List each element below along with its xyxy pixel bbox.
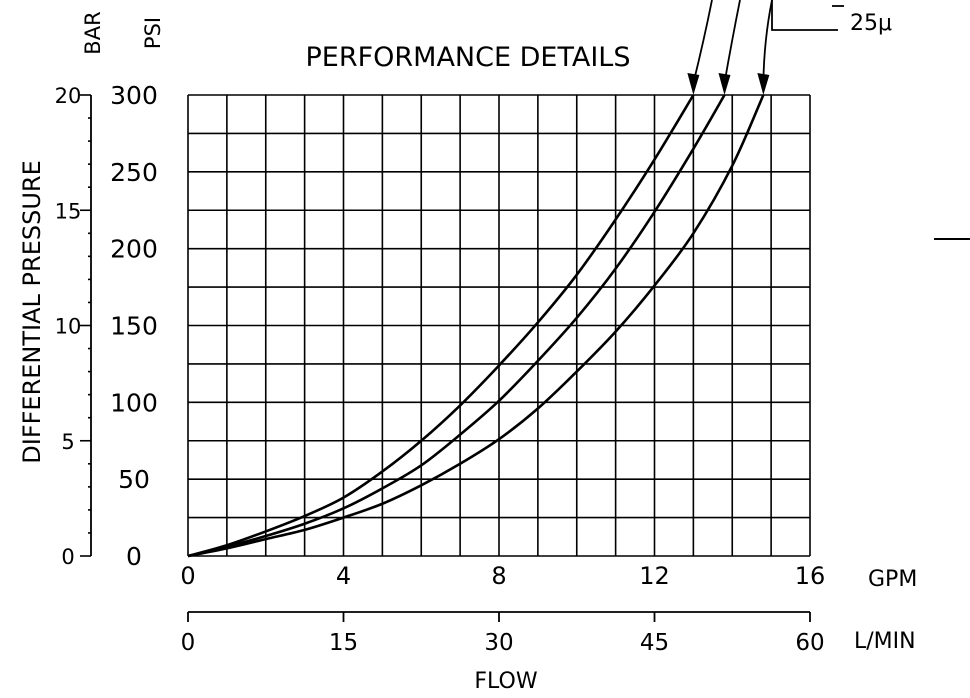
arrowhead-1 [687, 73, 700, 95]
gpm-tick-label: 16 [795, 562, 826, 590]
y-units-label: PSI [141, 17, 165, 49]
bar-tick-label: 20 [55, 84, 82, 108]
lmin-tick-label: 0 [181, 630, 196, 656]
pointer-line-1 [692, 0, 713, 84]
lmin-tick-label: 15 [329, 630, 358, 656]
psi-tick-label: 250 [110, 158, 158, 187]
psi-tick-label: 50 [118, 465, 150, 494]
pointer-line-3 [762, 0, 773, 84]
chart-title: PERFORMANCE DETAILS [306, 42, 631, 73]
gpm-tick-label: 0 [180, 562, 195, 590]
pointer-line-2 [723, 0, 741, 84]
series-line-2 [187, 94, 726, 558]
y2-units-label: BAR [81, 11, 105, 54]
curve-pointer-arrows [687, 0, 844, 95]
axes [80, 94, 811, 622]
x2-units-label: L/MIN [854, 629, 916, 654]
gpm-tick-label: 12 [639, 562, 670, 590]
psi-tick-label: 0 [126, 542, 142, 571]
psi-tick-label: 200 [110, 235, 158, 264]
performance-curves [187, 94, 765, 558]
series-line-3 [187, 94, 765, 558]
lmin-tick-label: 30 [484, 630, 513, 656]
lmin-tick-label: 60 [795, 630, 824, 656]
bar-tick-label: 10 [55, 315, 82, 339]
gpm-tick-label: 4 [336, 562, 351, 590]
arrowhead-3 [757, 73, 770, 95]
bar-tick-label: 15 [55, 199, 82, 223]
x-axis-label: FLOW [474, 669, 537, 694]
gpm-tick-label: 8 [491, 562, 506, 590]
lmin-tick-label: 45 [640, 630, 669, 656]
y-axis-label: DIFFERENTIAL PRESSURE [18, 160, 46, 463]
psi-tick-label: 300 [110, 81, 158, 110]
x-units-label: GPM [868, 567, 917, 592]
bar-tick-label: 5 [61, 430, 74, 454]
series-line-1 [187, 94, 695, 558]
plot-grid [187, 94, 811, 557]
label-leader-25u [771, 0, 838, 31]
psi-tick-label: 150 [110, 312, 158, 341]
arrowhead-2 [718, 73, 731, 95]
bar-tick-label: 0 [61, 545, 74, 569]
series-label-25u: 25μ [850, 11, 892, 36]
psi-tick-label: 100 [110, 388, 158, 417]
